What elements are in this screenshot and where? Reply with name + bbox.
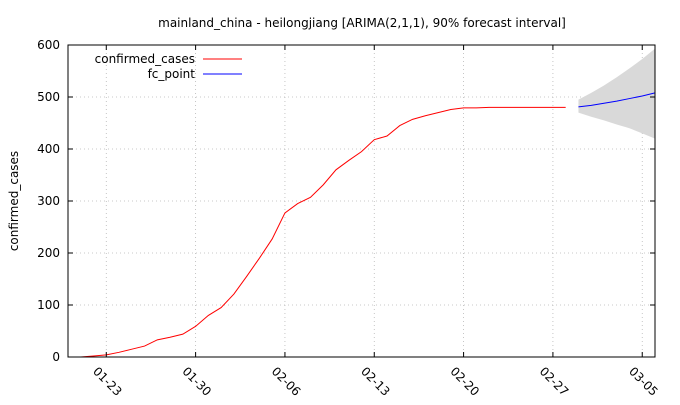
x-tick-label: 02-20	[447, 364, 482, 399]
y-tick-label: 100	[37, 298, 60, 312]
legend-label-fc_point: fc_point	[148, 67, 196, 81]
y-tick-label: 300	[37, 194, 60, 208]
y-tick-label: 500	[37, 90, 60, 104]
y-tick-label: 200	[37, 246, 60, 260]
y-tick-label: 600	[37, 38, 60, 52]
axes: 0 100 200 300 400 500 600 01-23 01-30 02-06 02-13 0…	[37, 38, 661, 399]
x-tick-label: 02-06	[269, 364, 304, 399]
x-tick-label: 03-05	[626, 364, 661, 399]
grid	[68, 45, 655, 357]
series-line-fc_point	[578, 92, 656, 108]
series-lines	[80, 92, 656, 358]
x-tick-label: 01-23	[90, 364, 125, 399]
forecast-interval-band	[578, 48, 655, 139]
chart-title: mainland_china - heilongjiang [ARIMA(2,1…	[158, 16, 566, 30]
forecast-interval-area	[578, 48, 655, 139]
series-line-confirmed_cases	[80, 106, 566, 358]
y-tick-label: 400	[37, 142, 60, 156]
y-axis-label: confirmed_cases	[7, 151, 21, 251]
x-tick-label: 02-27	[537, 364, 572, 399]
y-tick-label: 0	[52, 350, 60, 364]
x-tick-label: 02-13	[358, 364, 393, 399]
legend-label-confirmed_cases: confirmed_cases	[95, 52, 195, 66]
x-tick-label: 01-30	[179, 364, 214, 399]
